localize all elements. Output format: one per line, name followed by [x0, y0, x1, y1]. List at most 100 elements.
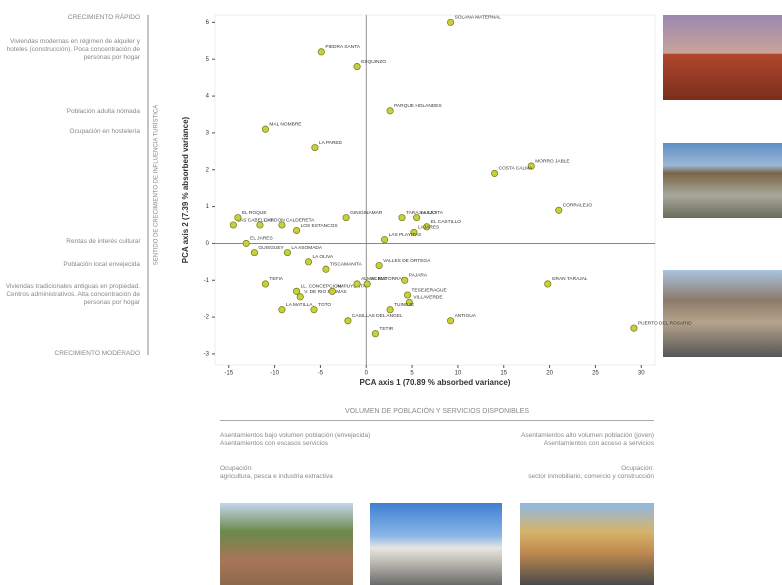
point-label: LL. CONCEPCION — [301, 284, 342, 290]
point — [403, 291, 412, 299]
text: Asentamientos alto volumen población (jo… — [521, 432, 654, 439]
x-tick-label: -10 — [270, 371, 279, 377]
point — [353, 63, 361, 71]
bottom-right-occ: Ocupación: sector inmobiliario, comercio … — [440, 465, 654, 481]
x-tick-label: 5 — [410, 371, 414, 377]
point — [344, 317, 352, 325]
point — [447, 18, 455, 26]
text: agricultura, pesca e industria extractiv… — [220, 473, 333, 480]
point — [304, 258, 313, 266]
point — [491, 169, 499, 177]
divider — [220, 420, 654, 421]
point-label: VALLES DE ORTEGA — [383, 258, 431, 264]
point-label: LA LAJITA — [421, 210, 444, 216]
point-label: LAJARES — [418, 225, 439, 231]
point — [278, 306, 286, 314]
point — [310, 306, 318, 314]
point-label: EL MATORRAL — [371, 276, 405, 282]
point — [234, 214, 242, 222]
point — [317, 48, 325, 56]
point-label: PARQUE HOLANDES — [394, 103, 442, 109]
x-tick-label: 0 — [365, 371, 369, 377]
y-tick-label: 4 — [206, 94, 210, 100]
left-top: CRECIMIENTO RÁPIDO — [67, 14, 140, 21]
point — [363, 280, 371, 288]
point — [342, 214, 350, 222]
x-tick-label: 20 — [546, 371, 553, 377]
point-label: LA PARED — [319, 140, 343, 146]
point-label: ALMACIGO — [361, 276, 387, 282]
text: Ocupación: — [621, 465, 654, 472]
point — [410, 228, 418, 236]
point-label: TARAJALEJO — [406, 210, 436, 216]
point-label: TESEJERAGUE — [412, 287, 447, 293]
point-label: GRAN TARAJAL — [552, 276, 588, 282]
point-label: VILLAVERDE — [413, 295, 442, 301]
point — [283, 249, 291, 257]
text: sector inmobiliario, comercio y construc… — [528, 473, 654, 480]
point-label: TUINEJE — [394, 302, 414, 308]
point — [261, 125, 269, 133]
point-label: TISCAMANITA — [330, 261, 363, 267]
point-label: CASILLAS DEL ANGEL — [352, 313, 403, 319]
photo — [663, 270, 782, 357]
left-item: Ocupación en hostelería — [69, 128, 140, 135]
chart: SENTIDO DE CRECIMIENTO DE INFLUENCIA TUR… — [147, 14, 692, 387]
point-label: PUERTO DEL ROSARIO — [638, 320, 692, 326]
bottom-left: Asentamientos bajo volumen población (en… — [220, 432, 370, 448]
plot-frame — [214, 14, 656, 366]
point — [544, 280, 552, 288]
point-label: LA OLIVA — [313, 254, 335, 260]
point-label: MORRO JABLE — [535, 158, 569, 164]
point-label: CARDON — [264, 217, 285, 223]
point-label: LA MATILLA — [286, 302, 313, 308]
point — [423, 223, 431, 231]
x-tick-label: -15 — [224, 371, 233, 377]
point-label: V. DE RIO PALMAS — [304, 289, 346, 295]
left-item: Población adulta nómada — [66, 108, 140, 115]
y-tick-label: -3 — [204, 352, 210, 358]
point-label: GINIGINAMAR — [350, 210, 383, 216]
point-label: COSTA CALMA — [499, 166, 534, 172]
bottom-title: VOLUMEN DE POBLACIÓN Y SERVICIOS DISPONI… — [344, 408, 529, 415]
point-label: LA ASOMADA — [291, 245, 322, 251]
point — [630, 324, 638, 332]
point — [328, 287, 336, 295]
y-tick-label: 2 — [206, 167, 210, 173]
point — [405, 298, 413, 306]
point-label: SOLANA MATERNAL — [455, 15, 502, 21]
x-tick-label: -5 — [318, 371, 324, 377]
point — [413, 214, 421, 222]
x-tick-label: 15 — [500, 371, 507, 377]
point — [447, 317, 455, 325]
x-axis-title: PCA axis 1 (70.89 % absorbed variance) — [360, 378, 511, 387]
point-label: TEFIA — [269, 276, 283, 282]
left-bottom: CRECIMIENTO MODERADO — [54, 350, 140, 357]
point-label: ANTIGUA — [455, 313, 477, 319]
point-label: PIEDRA SANTA — [325, 44, 360, 50]
point — [278, 221, 286, 229]
photo — [663, 15, 782, 100]
point — [242, 239, 250, 247]
point-label: LOS ESTANCOS — [301, 223, 338, 229]
y-tick-label: -1 — [204, 278, 210, 284]
point — [386, 306, 394, 314]
point — [401, 276, 409, 284]
x-tick-label: 25 — [592, 371, 599, 377]
point — [371, 330, 379, 338]
point-label: EL JARES — [250, 236, 272, 242]
point-label: EL CASTILLO — [431, 219, 461, 225]
y-tick-label: -2 — [204, 315, 210, 321]
point — [322, 265, 330, 273]
point — [398, 214, 406, 222]
photo — [370, 503, 502, 585]
photo — [663, 143, 782, 218]
left-item: Población local envejecida — [63, 261, 140, 268]
text: Asentamientos bajo volumen población (en… — [220, 432, 371, 439]
y-axis-title: PCA axis 2 (7.39 % absorbed variance) — [181, 116, 190, 263]
point — [375, 261, 383, 270]
point-label: ESQUINZO — [361, 59, 386, 65]
point — [386, 107, 394, 115]
point-label: AMPUYENTA — [336, 284, 366, 290]
